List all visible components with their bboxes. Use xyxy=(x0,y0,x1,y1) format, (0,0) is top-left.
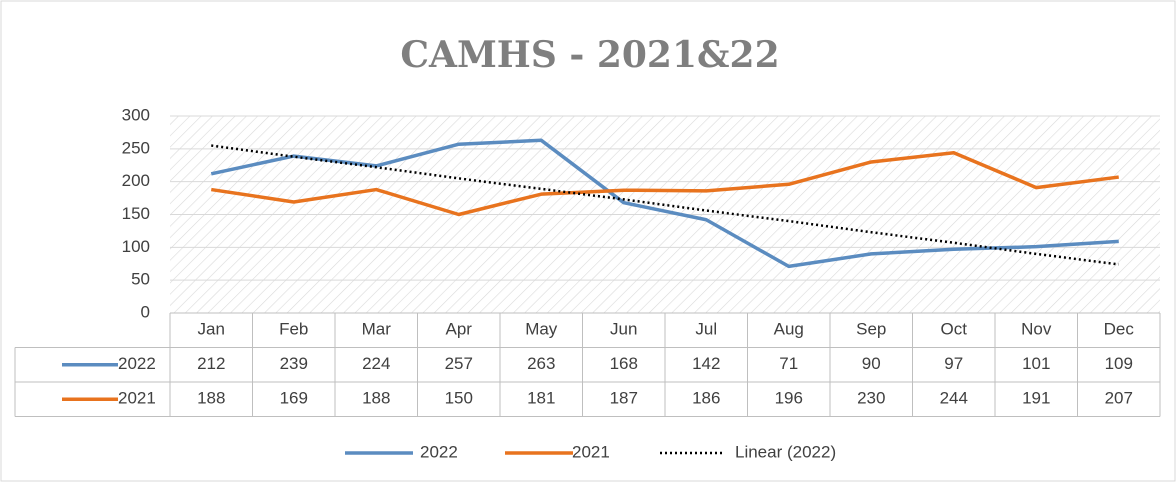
table-value: 169 xyxy=(280,389,308,408)
series-line xyxy=(210,138,1119,269)
table-value: 191 xyxy=(1022,389,1050,408)
table-value: 168 xyxy=(610,354,638,373)
table-row-label: 2021 xyxy=(118,389,156,408)
chart-title: CAMHS - 2021&22 xyxy=(400,34,779,76)
table-value: 263 xyxy=(527,354,555,373)
y-tick-label: 0 xyxy=(141,302,150,321)
table-value: 97 xyxy=(944,354,963,373)
table-value: 90 xyxy=(862,354,881,373)
table-value: 142 xyxy=(692,354,720,373)
table-value: 207 xyxy=(1105,389,1133,408)
x-tick-label: Dec xyxy=(1104,320,1135,339)
table-row-label: 2022 xyxy=(118,354,156,373)
y-tick-label: 250 xyxy=(122,138,150,157)
legend-label: 2021 xyxy=(572,442,610,461)
legend-label: 2022 xyxy=(420,442,458,461)
x-tick-label: Jul xyxy=(695,320,717,339)
table-value: 150 xyxy=(445,389,473,408)
x-tick-label: Oct xyxy=(941,320,968,339)
table-value: 181 xyxy=(527,389,555,408)
table-value: 212 xyxy=(197,354,225,373)
table-value: 188 xyxy=(362,389,390,408)
table-value: 239 xyxy=(280,354,308,373)
table-value: 187 xyxy=(610,389,638,408)
table-value: 186 xyxy=(692,389,720,408)
series-line xyxy=(210,151,1119,217)
x-tick-label: Aug xyxy=(774,320,804,339)
table-value: 71 xyxy=(779,354,798,373)
table-value: 257 xyxy=(445,354,473,373)
legend-label: Linear (2022) xyxy=(735,442,836,461)
x-tick-label: Sep xyxy=(856,320,886,339)
table-value: 244 xyxy=(940,389,968,408)
x-tick-label: May xyxy=(525,320,558,339)
y-tick-label: 50 xyxy=(131,270,150,289)
y-tick-label: 200 xyxy=(122,171,150,190)
table-value: 109 xyxy=(1105,354,1133,373)
x-tick-label: Mar xyxy=(362,320,392,339)
x-tick-label: Jan xyxy=(198,320,225,339)
y-tick-label: 150 xyxy=(122,204,150,223)
table-value: 230 xyxy=(857,389,885,408)
table-value: 188 xyxy=(197,389,225,408)
y-tick-label: 300 xyxy=(122,105,150,124)
x-tick-label: Apr xyxy=(446,320,473,339)
y-tick-label: 100 xyxy=(122,237,150,256)
x-tick-label: Nov xyxy=(1021,320,1052,339)
x-tick-label: Jun xyxy=(610,320,637,339)
table-value: 196 xyxy=(775,389,803,408)
x-tick-label: Feb xyxy=(279,320,308,339)
table-value: 101 xyxy=(1022,354,1050,373)
table-value: 224 xyxy=(362,354,390,373)
